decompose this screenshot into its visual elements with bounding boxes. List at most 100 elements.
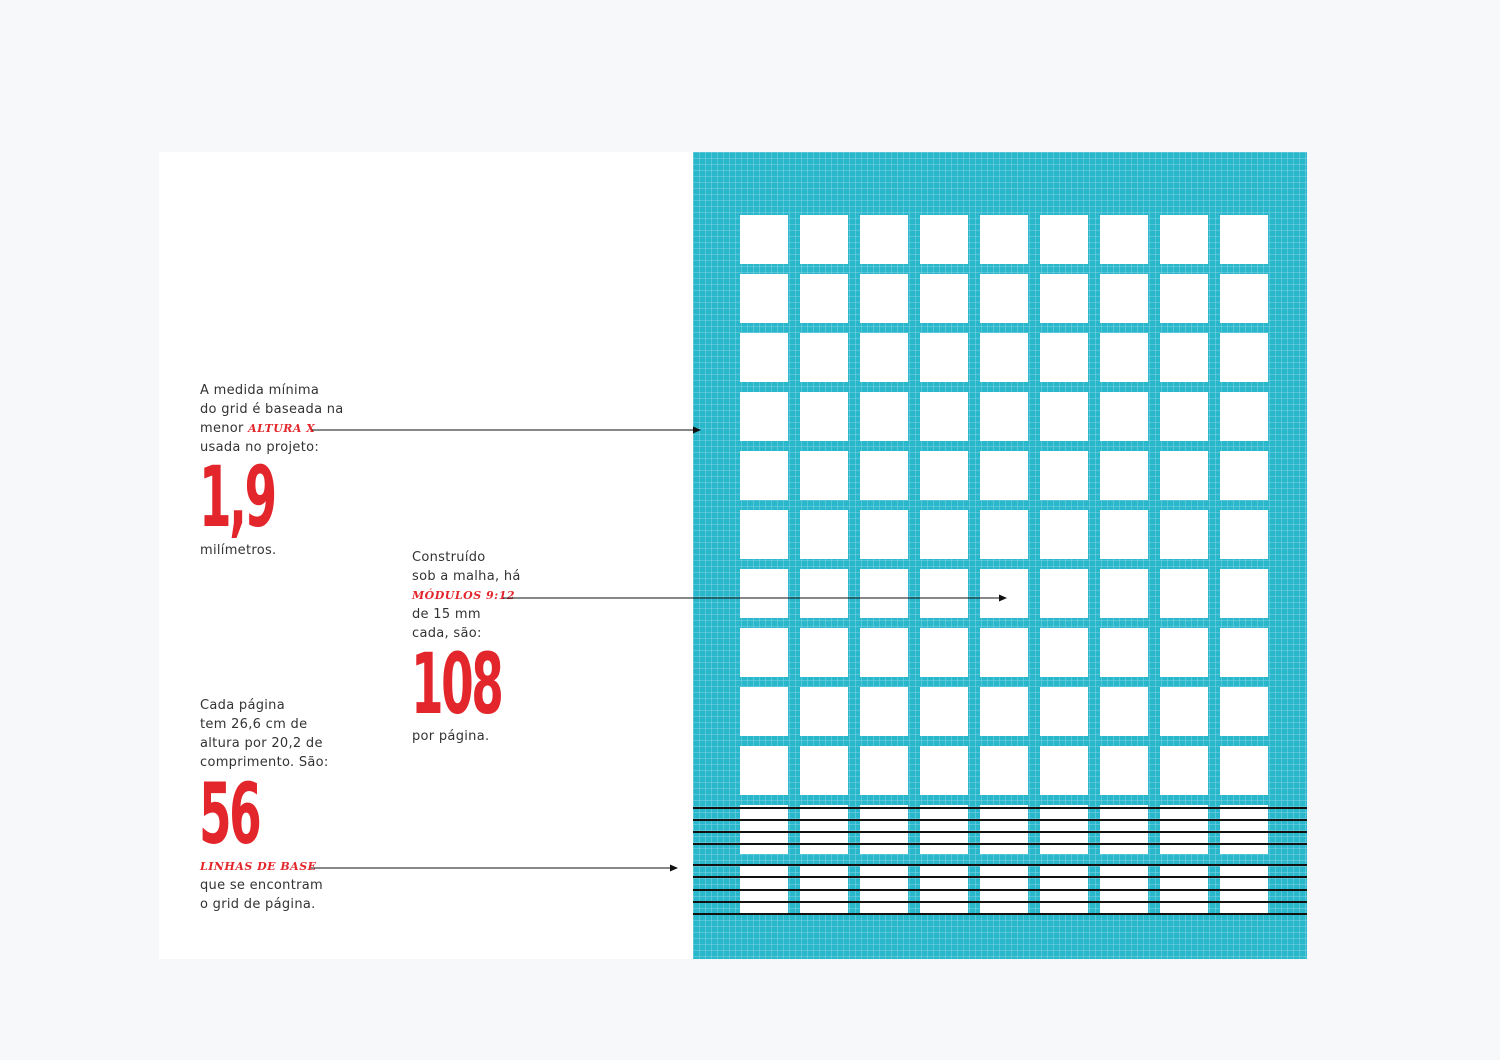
module-cell [1040, 510, 1088, 559]
module-cell [1160, 864, 1208, 913]
module-cell [800, 215, 848, 264]
baseline-lines [693, 807, 1307, 915]
x-height-line3-pre: menor [200, 421, 244, 436]
module-cell [980, 451, 1028, 500]
module-cell [1160, 451, 1208, 500]
module-cell [860, 805, 908, 854]
module-cell [800, 274, 848, 323]
module-cell [800, 687, 848, 736]
module-cell [1100, 805, 1148, 854]
modules-number: 108 [411, 635, 504, 733]
baselines-after: LINHAS DE BASE que se encontram o grid d… [200, 857, 323, 914]
modules-line5: cada, são: [412, 626, 482, 641]
module-cell [1220, 333, 1268, 382]
modules-line1: Construído [412, 550, 486, 565]
module-cells [740, 215, 1268, 913]
module-cell [1040, 392, 1088, 441]
module-cell [980, 746, 1028, 795]
module-cell [920, 510, 968, 559]
module-cell [1160, 333, 1208, 382]
module-cell [1040, 805, 1088, 854]
module-cell [1100, 451, 1148, 500]
module-cell [860, 628, 908, 677]
module-cell [1040, 274, 1088, 323]
module-cell [1160, 569, 1208, 618]
module-cell [800, 569, 848, 618]
baselines-text: Cada página tem 26,6 cm de altura por 20… [200, 696, 329, 772]
module-cell [800, 746, 848, 795]
module-cell [980, 392, 1028, 441]
module-cell [740, 746, 788, 795]
module-cell [1220, 805, 1268, 854]
module-cell [1100, 333, 1148, 382]
module-cell [1040, 628, 1088, 677]
module-cell [1160, 805, 1208, 854]
module-cell [800, 628, 848, 677]
module-cell [740, 333, 788, 382]
module-cell [1100, 215, 1148, 264]
module-cell [860, 746, 908, 795]
linhas-de-base-accent: LINHAS DE BASE [200, 860, 317, 873]
module-cell [1220, 274, 1268, 323]
module-cell [1220, 451, 1268, 500]
module-cell [1220, 628, 1268, 677]
module-cell [860, 215, 908, 264]
module-cell [920, 687, 968, 736]
module-cell [980, 274, 1028, 323]
book-spread: A medida mínima do grid é baseada na men… [159, 152, 1307, 959]
module-cell [800, 392, 848, 441]
module-cell [1160, 687, 1208, 736]
module-cell [980, 628, 1028, 677]
baselines-line3: altura por 20,2 de [200, 736, 323, 751]
module-cell [740, 628, 788, 677]
baselines-line2: tem 26,6 cm de [200, 717, 308, 732]
module-cell [980, 510, 1028, 559]
module-cell [740, 510, 788, 559]
module-cell [1160, 274, 1208, 323]
module-cell [1160, 392, 1208, 441]
module-cell [920, 746, 968, 795]
module-cell [1040, 864, 1088, 913]
x-height-number: 1,9 [199, 448, 277, 546]
module-cell [740, 805, 788, 854]
module-cell [860, 569, 908, 618]
module-cell [860, 510, 908, 559]
baselines-line1: Cada página [200, 698, 285, 713]
module-cell [1220, 569, 1268, 618]
x-height-text: A medida mínima do grid é baseada na men… [200, 381, 344, 457]
module-cell [740, 274, 788, 323]
module-cell [1100, 569, 1148, 618]
module-cell [800, 805, 848, 854]
module-cell [980, 864, 1028, 913]
module-cell [920, 274, 968, 323]
module-cell [1040, 333, 1088, 382]
altura-x-accent: ALTURA X [248, 422, 316, 435]
module-cell [860, 274, 908, 323]
module-cell [740, 569, 788, 618]
module-cell [920, 451, 968, 500]
module-cell [920, 569, 968, 618]
baselines-line7: o grid de página. [200, 897, 316, 912]
module-cell [980, 687, 1028, 736]
module-cell [1040, 569, 1088, 618]
modules-line2: sob a malha, há [412, 569, 521, 584]
module-cell [920, 215, 968, 264]
x-height-line2: do grid é baseada na [200, 402, 344, 417]
x-height-line3: menor ALTURA X [200, 419, 344, 438]
module-cell [800, 333, 848, 382]
module-cell [740, 864, 788, 913]
module-cell [920, 333, 968, 382]
module-cell [1160, 746, 1208, 795]
module-cell [920, 864, 968, 913]
module-cell [740, 687, 788, 736]
module-cell [980, 215, 1028, 264]
baselines-line4: comprimento. São: [200, 755, 329, 770]
x-height-line1: A medida mínima [200, 383, 320, 398]
module-cell [860, 392, 908, 441]
module-cell [1040, 746, 1088, 795]
module-cell [1100, 687, 1148, 736]
modules-after: por página. [412, 729, 490, 744]
module-cell [1100, 510, 1148, 559]
modules-line4: de 15 mm [412, 607, 481, 622]
module-cell [1220, 215, 1268, 264]
